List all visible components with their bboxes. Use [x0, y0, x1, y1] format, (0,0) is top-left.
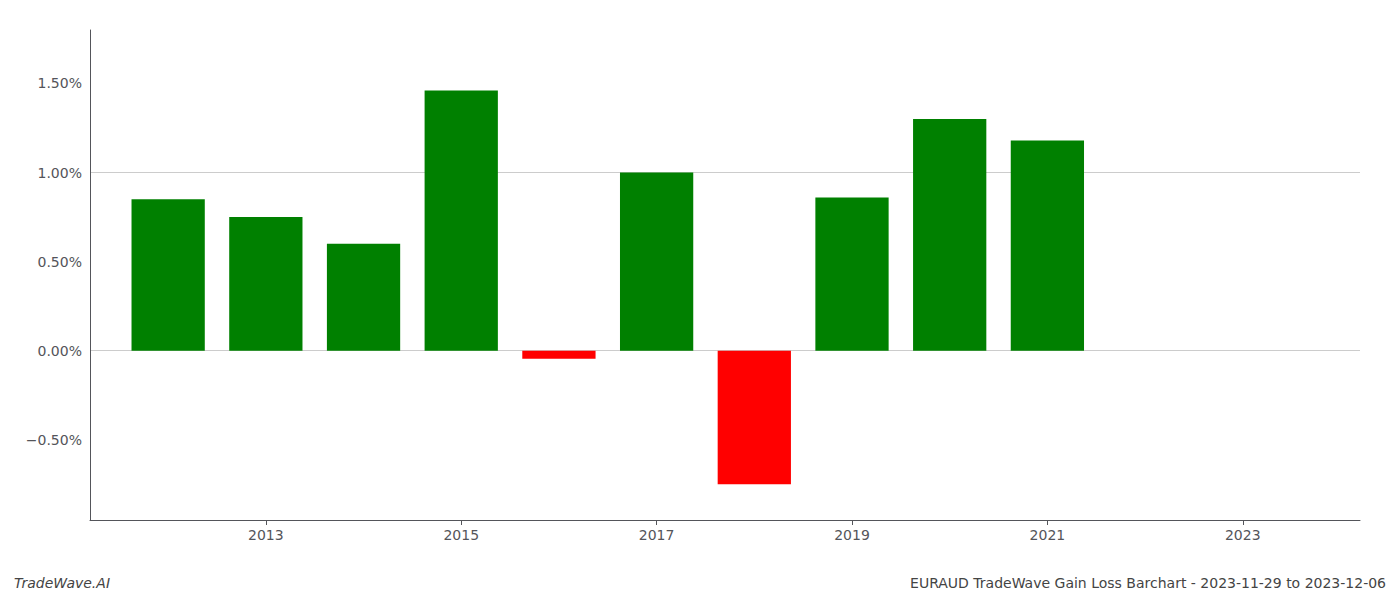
svg-text:2019: 2019 — [834, 527, 870, 543]
svg-text:−0.50%: −0.50% — [26, 432, 82, 448]
svg-text:1.00%: 1.00% — [38, 165, 82, 181]
svg-text:TradeWave.AI: TradeWave.AI — [14, 575, 110, 591]
svg-text:2021: 2021 — [1030, 527, 1066, 543]
svg-text:2023: 2023 — [1225, 527, 1261, 543]
svg-text:1.50%: 1.50% — [38, 75, 82, 91]
svg-text:0.50%: 0.50% — [38, 254, 82, 270]
svg-text:2015: 2015 — [443, 527, 479, 543]
svg-text:0.00%: 0.00% — [38, 343, 82, 359]
svg-text:2017: 2017 — [639, 527, 675, 543]
svg-text:EURAUD TradeWave Gain Loss Bar: EURAUD TradeWave Gain Loss Barchart - 20… — [910, 575, 1386, 591]
svg-text:2013: 2013 — [248, 527, 284, 543]
